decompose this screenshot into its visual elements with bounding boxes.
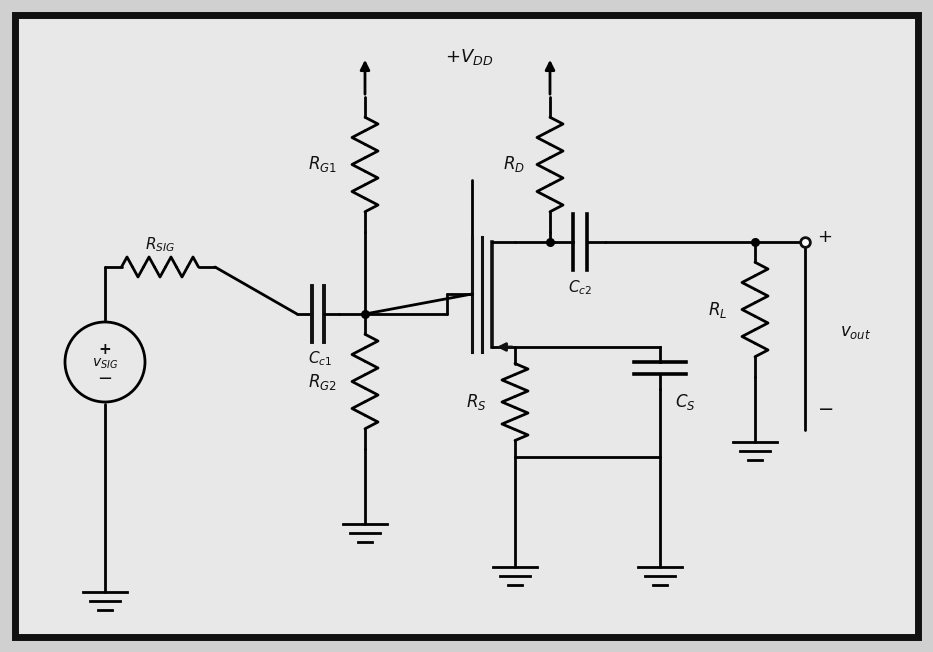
Text: $v_{SIG}$: $v_{SIG}$ [91,357,118,371]
Text: $+V_{DD}$: $+V_{DD}$ [445,47,494,67]
Text: $R_L$: $R_L$ [707,299,727,319]
Text: $C_{c2}$: $C_{c2}$ [568,278,592,297]
Text: $v_{out}$: $v_{out}$ [840,323,871,341]
Text: $C_S$: $C_S$ [675,392,696,412]
Text: $R_{G2}$: $R_{G2}$ [308,372,337,391]
Text: $-$: $-$ [817,398,833,417]
Text: $R_D$: $R_D$ [503,155,525,175]
Text: $-$: $-$ [97,368,113,386]
Text: $R_S$: $R_S$ [466,392,487,412]
Text: +: + [99,342,111,357]
Text: +: + [817,228,832,246]
Text: $C_{c1}$: $C_{c1}$ [308,349,332,368]
Text: $R_{SIG}$: $R_{SIG}$ [145,235,175,254]
Text: $R_{G1}$: $R_{G1}$ [308,155,337,175]
